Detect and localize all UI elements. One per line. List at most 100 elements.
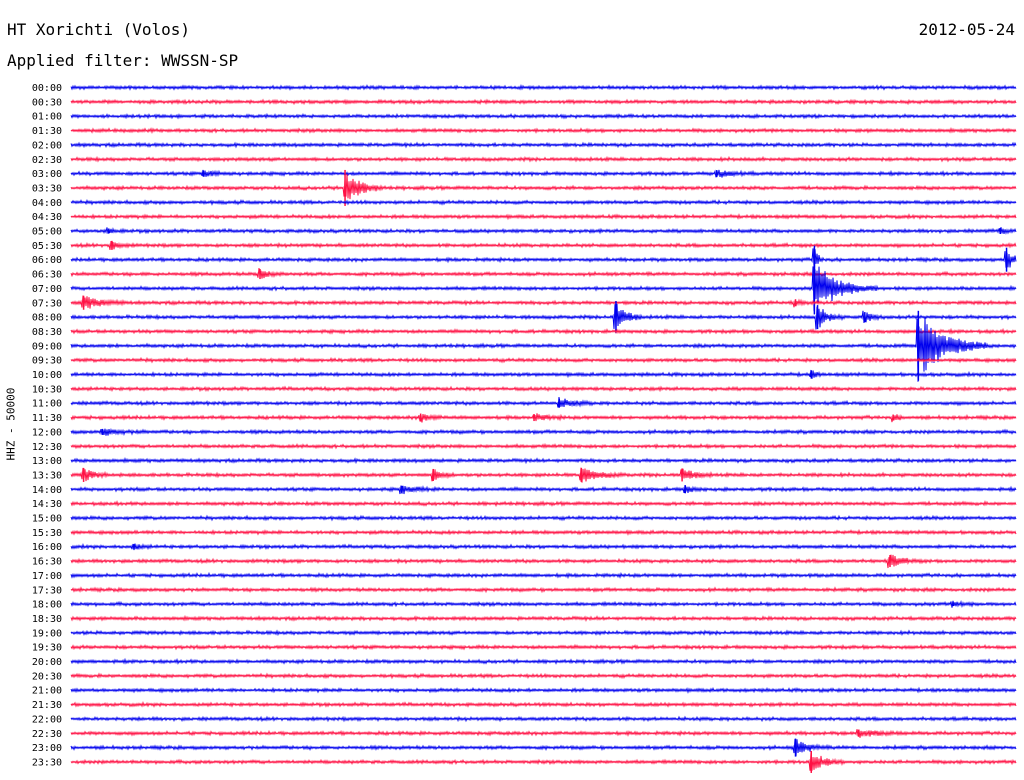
date-label: 2012-05-24 bbox=[918, 20, 1015, 39]
trace-line bbox=[70, 715, 1017, 723]
row-time-label: 18:30 bbox=[32, 614, 62, 625]
trace-line bbox=[70, 369, 1017, 379]
trace-line bbox=[70, 126, 1017, 134]
trace-line bbox=[70, 385, 1017, 393]
trace-line bbox=[70, 554, 1017, 569]
row-time-label: 09:30 bbox=[32, 356, 62, 367]
trace-line bbox=[70, 701, 1017, 708]
trace-line bbox=[70, 686, 1017, 694]
trace-line bbox=[70, 427, 1017, 436]
row-time-label: 16:00 bbox=[32, 542, 62, 553]
row-time-label: 02:30 bbox=[32, 155, 62, 166]
row-time-label: 12:30 bbox=[32, 442, 62, 453]
trace-line bbox=[70, 456, 1017, 465]
trace-line bbox=[70, 169, 1017, 178]
trace-line bbox=[70, 155, 1017, 163]
trace-line bbox=[70, 227, 1017, 235]
trace-line bbox=[70, 83, 1017, 91]
trace-line bbox=[70, 528, 1017, 536]
row-time-label: 15:30 bbox=[32, 528, 62, 539]
filter-label: Applied filter: WWSSN-SP bbox=[7, 51, 239, 70]
trace-line bbox=[70, 327, 1017, 335]
trace-line bbox=[70, 657, 1017, 665]
row-time-label: 17:30 bbox=[32, 585, 62, 596]
trace-line bbox=[70, 751, 1017, 771]
row-time-label: 05:00 bbox=[32, 227, 62, 238]
trace-line bbox=[70, 413, 1017, 423]
row-time-label: 05:30 bbox=[32, 241, 62, 252]
row-time-label: 13:00 bbox=[32, 456, 62, 467]
row-time-label: 21:30 bbox=[32, 700, 62, 711]
trace-line bbox=[70, 266, 1017, 312]
trace-line bbox=[70, 571, 1017, 580]
trace-line bbox=[70, 174, 1017, 200]
row-time-label: 15:00 bbox=[32, 514, 62, 525]
trace-line bbox=[70, 738, 1017, 757]
trace-line bbox=[70, 317, 1017, 382]
row-time-label: 00:00 bbox=[32, 83, 62, 94]
row-time-label: 17:00 bbox=[32, 571, 62, 582]
row-time-label: 11:30 bbox=[32, 413, 62, 424]
row-time-label: 07:30 bbox=[32, 298, 62, 309]
trace-line bbox=[70, 672, 1017, 680]
row-time-label: 23:00 bbox=[32, 743, 62, 754]
trace-line bbox=[70, 241, 1017, 250]
row-time-label: 10:30 bbox=[32, 384, 62, 395]
trace-line bbox=[70, 614, 1017, 622]
row-time-label: 03:30 bbox=[32, 183, 62, 194]
trace-line bbox=[70, 600, 1017, 609]
row-time-label: 04:00 bbox=[32, 198, 62, 209]
row-time-label: 20:00 bbox=[32, 657, 62, 668]
row-time-label: 06:30 bbox=[32, 270, 62, 281]
trace-line bbox=[70, 500, 1017, 508]
trace-line bbox=[70, 629, 1017, 637]
row-time-label: 10:00 bbox=[32, 370, 62, 381]
trace-line bbox=[70, 356, 1017, 364]
row-time-label: 09:00 bbox=[32, 341, 62, 352]
row-time-label: 14:00 bbox=[32, 485, 62, 496]
trace-line bbox=[70, 213, 1017, 221]
row-time-label: 22:30 bbox=[32, 729, 62, 740]
trace-line bbox=[70, 467, 1017, 483]
row-time-label: 12:00 bbox=[32, 427, 62, 438]
trace-line bbox=[70, 248, 1017, 268]
trace-line bbox=[70, 485, 1017, 495]
row-time-label: 11:00 bbox=[32, 399, 62, 410]
row-time-label: 19:30 bbox=[32, 643, 62, 654]
trace-line bbox=[70, 198, 1017, 206]
row-time-label: 03:00 bbox=[32, 169, 62, 180]
row-time-label: 08:00 bbox=[32, 313, 62, 324]
row-time-label: 07:00 bbox=[32, 284, 62, 295]
row-time-label: 22:00 bbox=[32, 714, 62, 725]
row-time-label: 00:30 bbox=[32, 97, 62, 108]
trace-line bbox=[70, 303, 1017, 330]
row-time-label: 13:30 bbox=[32, 470, 62, 481]
row-time-label: 14:30 bbox=[32, 499, 62, 510]
trace-line bbox=[70, 586, 1017, 594]
trace-line bbox=[70, 643, 1017, 651]
station-title: HT Xorichti (Volos) bbox=[7, 20, 191, 39]
trace-line bbox=[70, 442, 1017, 450]
trace-line bbox=[70, 543, 1017, 551]
row-time-label: 23:30 bbox=[32, 757, 62, 768]
trace-line bbox=[70, 295, 1017, 309]
row-time-label: 01:30 bbox=[32, 126, 62, 137]
row-time-label: 06:00 bbox=[32, 255, 62, 266]
row-time-label: 19:00 bbox=[32, 628, 62, 639]
trace-line bbox=[70, 514, 1017, 522]
row-time-label: 18:00 bbox=[32, 600, 62, 611]
trace-line bbox=[70, 729, 1017, 738]
row-time-label: 20:30 bbox=[32, 671, 62, 682]
row-time-label: 16:30 bbox=[32, 557, 62, 568]
row-time-label: 01:00 bbox=[32, 112, 62, 123]
row-time-label: 04:30 bbox=[32, 212, 62, 223]
trace-line bbox=[70, 98, 1017, 106]
row-time-label: 02:00 bbox=[32, 140, 62, 151]
row-time-label: 21:00 bbox=[32, 686, 62, 697]
trace-line bbox=[70, 396, 1017, 408]
row-time-label: 08:30 bbox=[32, 327, 62, 338]
trace-line bbox=[70, 141, 1017, 149]
trace-line bbox=[70, 267, 1017, 279]
trace-line bbox=[70, 112, 1017, 120]
